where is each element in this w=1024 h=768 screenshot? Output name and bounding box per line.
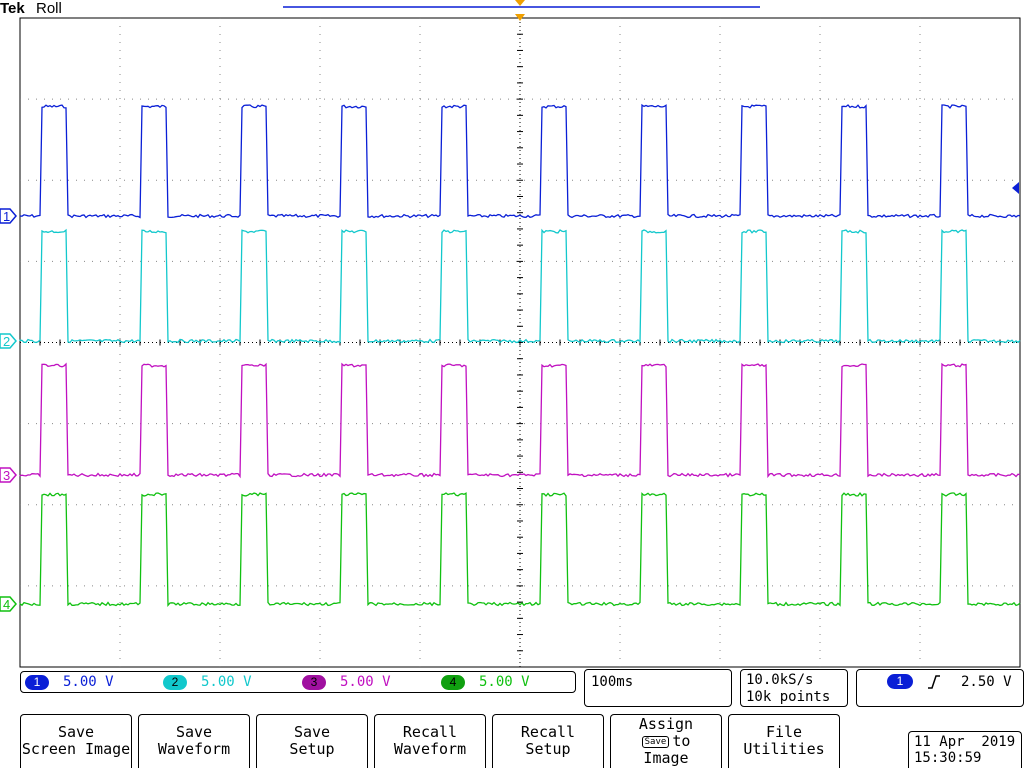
sample-rate: 10.0kS/s (746, 672, 814, 688)
channel-status-bar: 1 5.00 V 2 5.00 V 3 5.00 V 4 5.00 V (20, 671, 576, 693)
channel-2-badge: 2 (163, 675, 187, 690)
graticule (19, 0, 1021, 668)
trigger-source-badge: 1 (887, 674, 913, 689)
brand-logo: Tek (0, 0, 25, 17)
softkey-line: Assign (638, 715, 694, 733)
assign-save-to-image-button[interactable]: Assign Save to Image (610, 714, 722, 768)
acquisition-readout: 10.0kS/s 10k points (740, 669, 848, 707)
channel-1-badge: 1 (25, 675, 49, 690)
softkey-line: Waveform (157, 740, 231, 758)
file-utilities-button[interactable]: File Utilities (728, 714, 840, 768)
waveform-traces (19, 103, 1021, 608)
softkey-line: Save (57, 723, 95, 741)
marker-label: 1 (3, 209, 10, 224)
save-setup-button[interactable]: Save Setup (256, 714, 368, 768)
channel-4-trace (19, 491, 1021, 608)
softkey-line: File (765, 723, 803, 741)
softkey-line: to (672, 732, 691, 750)
recall-setup-button[interactable]: Recall Setup (492, 714, 604, 768)
channel-3-scale[interactable]: 3 5.00 V (302, 674, 391, 690)
channel-2-trace (19, 228, 1021, 344)
channel-1-trace (19, 103, 1021, 219)
marker-shape (0, 596, 17, 612)
date-time-readout: 11 Apr 2019 15:30:59 (908, 731, 1022, 768)
rising-edge-icon (928, 675, 940, 689)
channel-2-scale-value: 5.00 V (201, 674, 252, 690)
softkey-line: Save (293, 723, 331, 741)
softkey-line: Save (175, 723, 213, 741)
save-button-chip: Save (641, 735, 670, 748)
softkey-line: Recall (520, 723, 576, 741)
timebase-value: 100ms (591, 674, 634, 690)
timebase-readout[interactable]: 100ms (584, 669, 732, 707)
channel-2-scale[interactable]: 2 5.00 V (163, 674, 252, 690)
softkey-line: Waveform (393, 740, 467, 758)
softkey-line: Recall (402, 723, 458, 741)
softkey-line: Image (643, 749, 689, 767)
channel-markers[interactable]: 1 2 3 4 (0, 182, 1019, 612)
channel-3-scale-value: 5.00 V (340, 674, 391, 690)
acquisition-mode-label: Roll (36, 0, 62, 17)
softkey-line: Setup (525, 740, 571, 758)
save-waveform-button[interactable]: Save Waveform (138, 714, 250, 768)
channel-2-ground-marker[interactable]: 2 (0, 333, 17, 349)
time-value: 15:30:59 (914, 750, 982, 766)
channel-3-badge: 3 (302, 675, 326, 690)
waveform-display: 1 2 3 4 (0, 0, 1021, 668)
marker-label: 4 (3, 597, 10, 612)
trigger-position-marker (515, 0, 525, 6)
softkey-line: Utilities (743, 740, 825, 758)
softkey-line: Screen Image (21, 740, 131, 758)
softkey-line: Setup (289, 740, 335, 758)
channel-4-scale-value: 5.00 V (479, 674, 530, 690)
trigger-position-marker (515, 14, 525, 21)
channel-4-scale[interactable]: 4 5.00 V (441, 674, 530, 690)
trigger-level-marker (1012, 182, 1019, 194)
channel-1-scale[interactable]: 1 5.00 V (25, 674, 114, 690)
brand-text: Tek (0, 0, 25, 17)
marker-label: 2 (3, 334, 10, 349)
channel-4-ground-marker[interactable]: 4 (0, 596, 17, 612)
record-length: 10k points (746, 689, 831, 705)
recall-waveform-button[interactable]: Recall Waveform (374, 714, 486, 768)
channel-4-badge: 4 (441, 675, 465, 690)
trigger-level: 2.50 V (961, 674, 1012, 690)
channel-1-ground-marker[interactable]: 1 (0, 208, 17, 224)
marker-label: 3 (3, 468, 10, 483)
channel-1-scale-value: 5.00 V (63, 674, 114, 690)
marker-shape (0, 208, 17, 224)
channel-3-ground-marker[interactable]: 3 (0, 467, 17, 483)
marker-shape (0, 467, 17, 483)
trigger-readout[interactable]: 1 2.50 V (856, 669, 1024, 707)
marker-shape (0, 333, 17, 349)
channel-3-trace (19, 362, 1021, 479)
date-value: 11 Apr 2019 (914, 734, 1016, 750)
save-screen-image-button[interactable]: Save Screen Image (20, 714, 132, 768)
